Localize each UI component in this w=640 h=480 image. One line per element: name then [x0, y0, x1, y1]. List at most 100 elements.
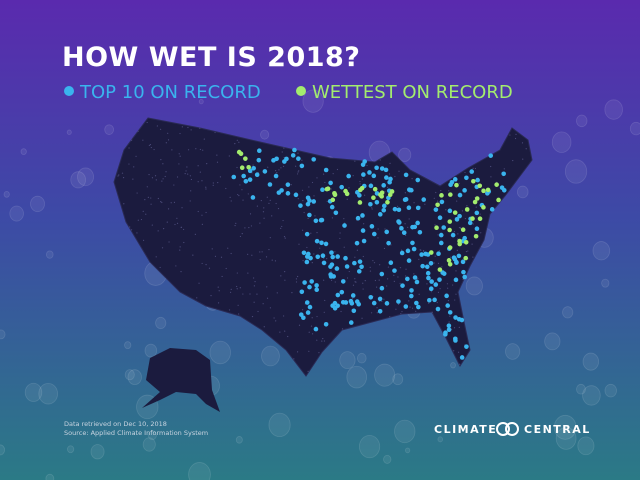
station — [307, 284, 312, 290]
station — [403, 304, 409, 309]
station — [311, 157, 316, 162]
station — [392, 206, 398, 212]
station — [239, 235, 242, 238]
station — [343, 255, 348, 261]
station — [466, 205, 468, 207]
station — [187, 126, 189, 129]
station — [424, 203, 426, 205]
station — [374, 199, 380, 205]
station — [457, 213, 462, 219]
station — [311, 317, 313, 319]
station — [236, 139, 238, 141]
station — [285, 191, 291, 196]
station — [167, 208, 170, 210]
station — [503, 168, 505, 170]
station — [467, 250, 469, 252]
station — [165, 142, 167, 144]
station — [250, 225, 253, 227]
station — [179, 155, 181, 157]
station — [352, 284, 355, 286]
station — [447, 287, 449, 289]
station — [318, 352, 320, 354]
raindrop — [450, 362, 456, 369]
station — [284, 330, 286, 332]
raindrop — [209, 340, 231, 365]
station — [399, 250, 405, 256]
station — [383, 167, 389, 173]
station — [302, 200, 304, 202]
logo-text: CLIMATE — [434, 423, 497, 436]
station — [436, 251, 441, 257]
station — [269, 237, 271, 239]
station — [401, 311, 403, 313]
station — [393, 274, 395, 276]
station — [403, 197, 409, 202]
station — [415, 177, 421, 183]
station — [369, 266, 371, 269]
station — [239, 184, 241, 186]
station — [257, 310, 259, 313]
station — [447, 219, 453, 224]
station — [397, 276, 399, 278]
raindrop — [260, 129, 270, 140]
station — [265, 256, 268, 258]
station — [281, 151, 283, 153]
station — [407, 226, 409, 228]
station — [178, 153, 180, 155]
raindrop — [465, 276, 483, 296]
station — [485, 187, 491, 193]
station — [267, 166, 269, 168]
station — [481, 205, 486, 210]
station — [405, 248, 411, 254]
station — [178, 163, 180, 165]
station — [452, 284, 454, 286]
station — [323, 167, 329, 173]
station — [406, 187, 412, 193]
station — [454, 299, 456, 301]
station — [465, 250, 468, 253]
station — [256, 293, 258, 295]
station — [296, 351, 299, 353]
station — [437, 215, 443, 220]
station — [249, 213, 252, 215]
station — [263, 207, 265, 209]
legend-label: WETTEST ON RECORD — [312, 82, 513, 103]
station — [329, 250, 334, 255]
station — [263, 217, 265, 219]
station — [212, 184, 214, 186]
raindrop — [576, 383, 586, 395]
station — [377, 212, 383, 217]
station — [396, 207, 402, 213]
station — [525, 148, 527, 150]
raindrop — [356, 352, 367, 364]
station — [411, 178, 413, 180]
station — [352, 175, 354, 177]
station — [438, 232, 444, 238]
station — [399, 282, 401, 284]
station — [449, 315, 451, 317]
station — [399, 226, 404, 231]
station — [472, 256, 474, 258]
station — [363, 223, 365, 225]
station — [197, 181, 199, 183]
raindrop — [104, 124, 114, 135]
station — [471, 178, 476, 184]
station — [238, 141, 240, 143]
station — [344, 191, 350, 197]
station — [467, 220, 473, 226]
station — [455, 293, 457, 295]
station — [447, 208, 453, 214]
station — [441, 225, 447, 230]
station — [302, 280, 307, 285]
station — [314, 287, 320, 293]
station — [346, 173, 351, 179]
station — [344, 264, 350, 269]
station — [371, 300, 377, 306]
station — [259, 259, 261, 261]
station — [282, 165, 285, 167]
station — [408, 191, 410, 193]
station — [440, 270, 445, 275]
station — [384, 175, 389, 180]
station — [406, 258, 412, 263]
station — [314, 238, 320, 244]
